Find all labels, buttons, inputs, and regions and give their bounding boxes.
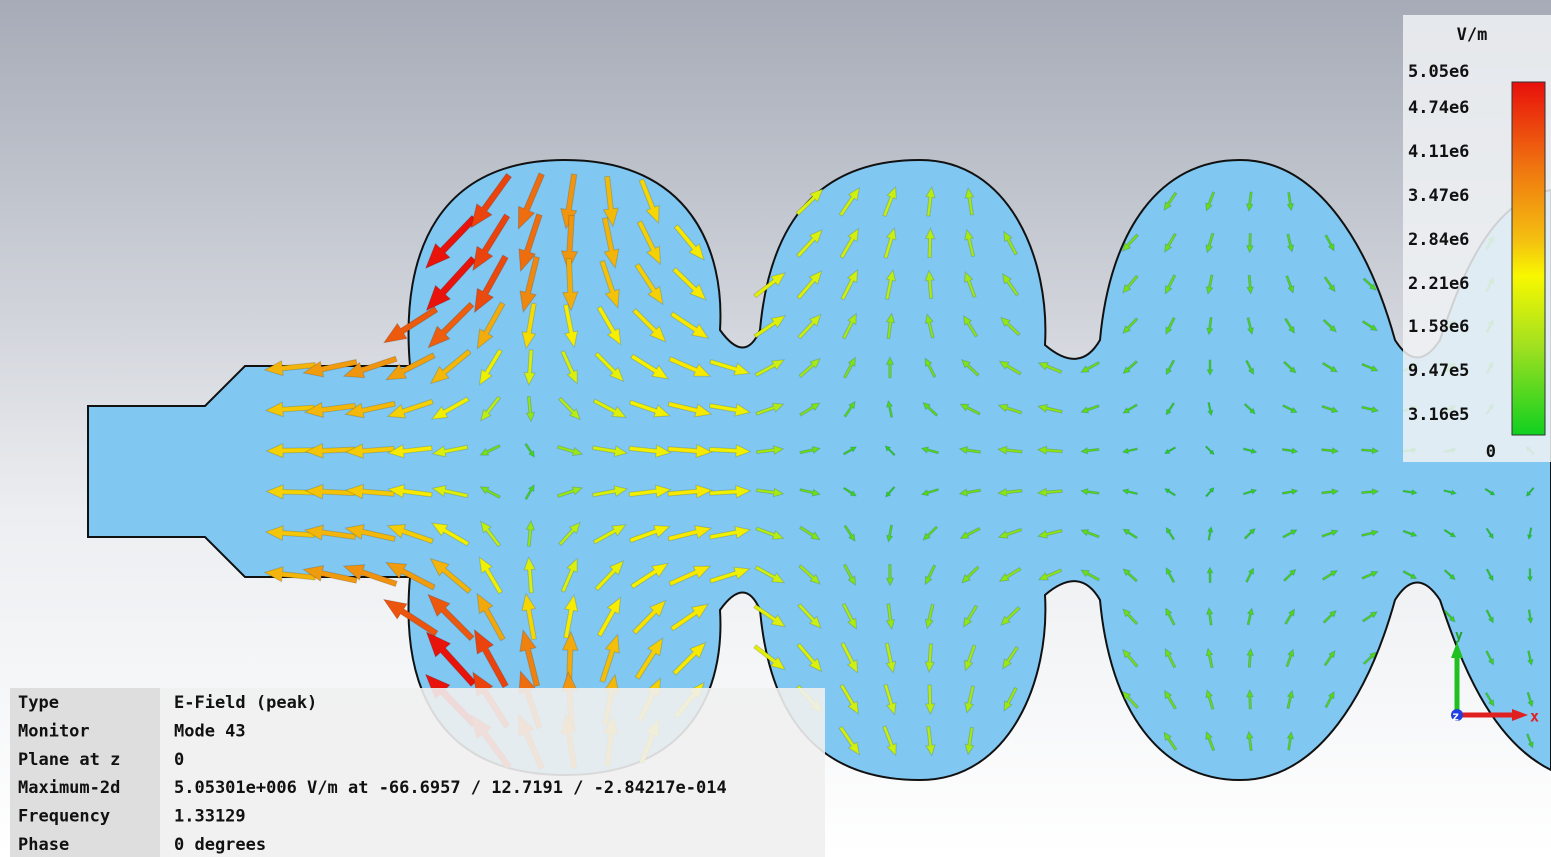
color-bar bbox=[1512, 82, 1545, 435]
legend-label: 3.47e6 bbox=[1408, 186, 1469, 206]
info-label: Phase bbox=[18, 835, 69, 855]
info-label: Plane at z bbox=[18, 750, 120, 770]
legend-label: 3.16e5 bbox=[1408, 405, 1469, 425]
info-label: Frequency bbox=[18, 807, 110, 827]
info-value: Mode 43 bbox=[174, 721, 246, 741]
legend-label: 4.74e6 bbox=[1408, 98, 1469, 118]
info-value: 5.05301e+006 V/m at -66.6957 / 12.7191 /… bbox=[174, 778, 727, 798]
info-label-column bbox=[10, 688, 160, 857]
z-axis-label: z bbox=[1452, 710, 1459, 724]
page: V/m 5.05e6 4.74e6 4.11e6 3.47e6 2.84e6 2.21e6… bbox=[0, 0, 1551, 857]
legend-label: 0 bbox=[1486, 442, 1496, 462]
legend-label: 2.21e6 bbox=[1408, 274, 1469, 294]
legend-label: 4.11e6 bbox=[1408, 142, 1469, 162]
info-label: Type bbox=[18, 693, 59, 713]
info-value: 1.33129 bbox=[174, 807, 246, 827]
legend-label: 2.84e6 bbox=[1408, 230, 1469, 250]
x-axis-label: x bbox=[1530, 708, 1539, 726]
info-value: 0 degrees bbox=[174, 835, 266, 855]
legend-label: 5.05e6 bbox=[1408, 62, 1469, 82]
info-label: Monitor bbox=[18, 721, 90, 741]
viewport: V/m 5.05e6 4.74e6 4.11e6 3.47e6 2.84e6 2.21e6… bbox=[0, 0, 1551, 857]
legend-label: 1.58e6 bbox=[1408, 317, 1469, 337]
info-label: Maximum-2d bbox=[18, 778, 120, 798]
info-value: E-Field (peak) bbox=[174, 693, 317, 713]
info-value: 0 bbox=[174, 750, 184, 770]
legend-unit: V/m bbox=[1457, 25, 1488, 45]
y-axis-label: y bbox=[1455, 629, 1463, 644]
legend-label: 9.47e5 bbox=[1408, 361, 1469, 381]
